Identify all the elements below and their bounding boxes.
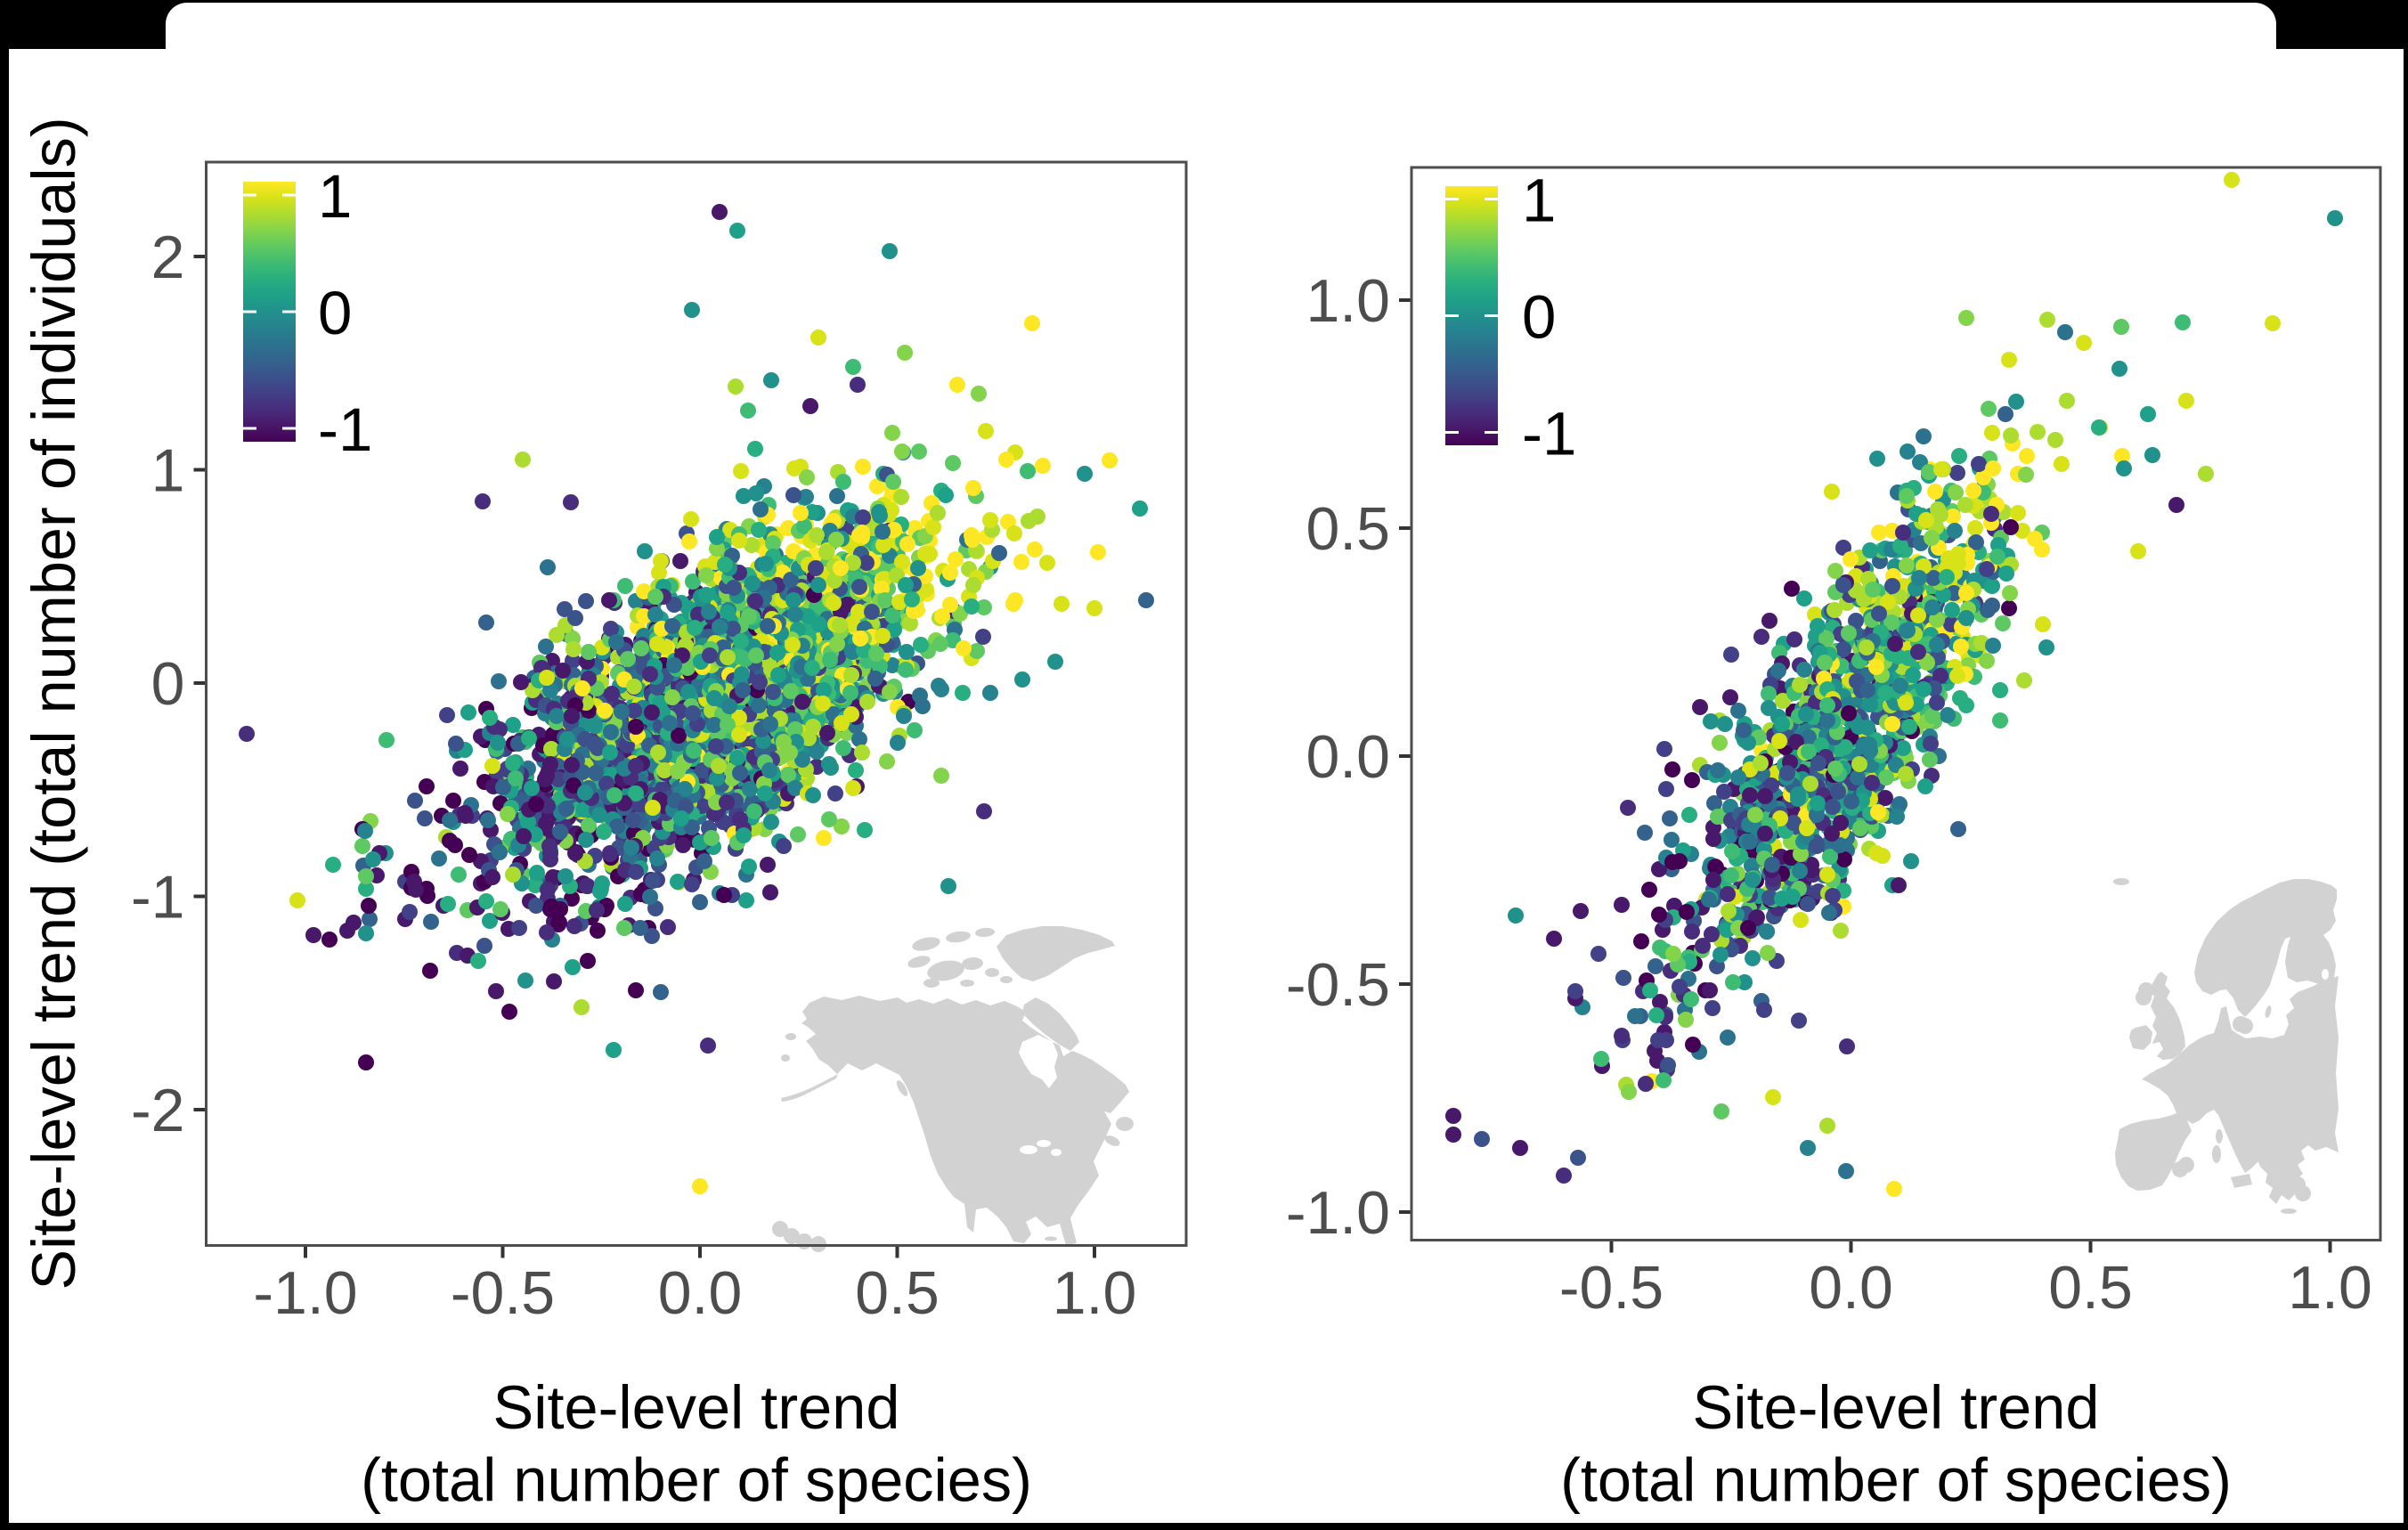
svg-text:2: 2 <box>151 224 185 291</box>
svg-text:-0.5: -0.5 <box>451 1259 555 1327</box>
svg-text:1: 1 <box>151 437 185 505</box>
svg-text:0: 0 <box>151 650 185 718</box>
svg-text:Site-level trend: Site-level trend <box>1693 1373 2100 1442</box>
svg-text:-1.0: -1.0 <box>1286 1179 1390 1247</box>
svg-text:0.0: 0.0 <box>658 1259 743 1327</box>
svg-text:0.5: 0.5 <box>855 1259 940 1327</box>
svg-text:(total number of species): (total number of species) <box>361 1446 1032 1515</box>
svg-text:-0.5: -0.5 <box>1286 951 1390 1019</box>
svg-text:0.0: 0.0 <box>1809 1254 1893 1322</box>
svg-text:1.0: 1.0 <box>1053 1259 1137 1327</box>
svg-text:1.0: 1.0 <box>2288 1254 2372 1322</box>
svg-text:(total number of species): (total number of species) <box>1560 1446 2232 1515</box>
svg-text:-2: -2 <box>131 1077 184 1144</box>
svg-text:Site-level trend: Site-level trend <box>493 1373 900 1442</box>
svg-text:-1: -1 <box>318 395 372 464</box>
svg-text:0: 0 <box>1522 283 1556 352</box>
svg-text:-1: -1 <box>131 864 184 932</box>
svg-text:0.5: 0.5 <box>1306 495 1390 563</box>
svg-text:1: 1 <box>1522 167 1556 235</box>
svg-text:-1.0: -1.0 <box>253 1259 357 1327</box>
svg-text:-1: -1 <box>1522 400 1576 468</box>
svg-text:Site-level trend (total number: Site-level trend (total number of indivi… <box>20 117 88 1290</box>
svg-text:1.0: 1.0 <box>1306 267 1390 335</box>
svg-text:-0.5: -0.5 <box>1559 1254 1664 1322</box>
svg-text:1: 1 <box>318 162 352 231</box>
svg-text:0.5: 0.5 <box>2048 1254 2133 1322</box>
svg-text:0: 0 <box>318 279 352 347</box>
svg-text:0.0: 0.0 <box>1306 723 1390 791</box>
